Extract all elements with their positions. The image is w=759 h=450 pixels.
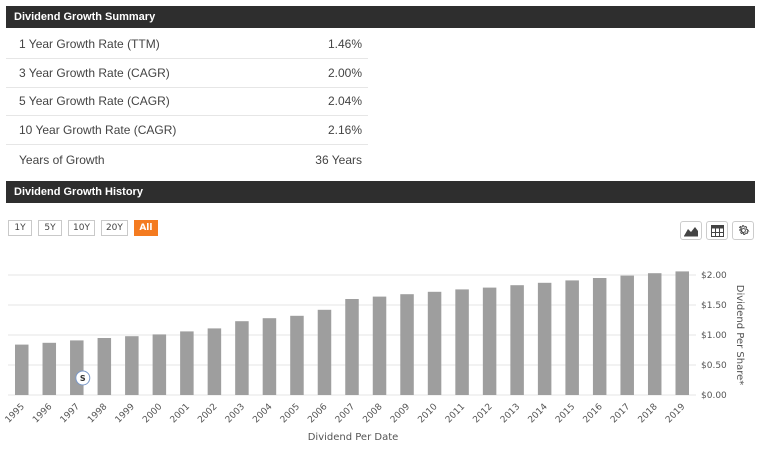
x-tick-label: 2007 — [334, 402, 357, 425]
bar-2004[interactable] — [262, 318, 277, 395]
x-tick-label: 2011 — [444, 402, 467, 425]
x-tick-label: 2016 — [582, 402, 605, 425]
dividend-history-chart: 1995 1996 1997 1998 1999 2000 2001 2002 2003 2004… — [4, 271, 745, 443]
bar-2005[interactable] — [290, 315, 304, 395]
summary-row-label: 3 Year Growth Rate (CAGR) — [19, 65, 170, 80]
table-view-button[interactable] — [706, 221, 728, 240]
summary-row-label: 10 Year Growth Rate (CAGR) — [19, 123, 177, 138]
range-button-20y[interactable]: 20Y — [100, 220, 128, 236]
bar-2000[interactable] — [152, 334, 167, 395]
x-tick-label: 2013 — [499, 402, 522, 425]
bar-2001[interactable] — [180, 331, 194, 395]
bar-2006[interactable] — [317, 309, 332, 395]
bar-1999[interactable] — [125, 336, 139, 395]
summary-row: Years of Growth 36 Years — [6, 145, 368, 174]
bar-2012[interactable] — [482, 287, 497, 395]
y-tick-label: $1.00 — [701, 331, 727, 341]
settings-button[interactable] — [732, 221, 754, 240]
summary-row-value: 2.00% — [327, 65, 362, 80]
range-button-1y[interactable]: 1Y — [8, 220, 32, 236]
y-tick-label: $2.00 — [701, 271, 727, 281]
bar-2010[interactable] — [427, 291, 442, 395]
y-axis-ticks: $0.00 $0.50 $1.00 $1.50 $2.00 — [701, 271, 727, 401]
bar-1997[interactable] — [70, 340, 84, 395]
summary-row-value: 2.16% — [327, 123, 362, 138]
x-axis-title: Dividend Per Date — [308, 432, 399, 443]
x-tick-label: 2012 — [471, 402, 494, 425]
chart-flags: S — [75, 370, 91, 386]
x-tick-label: 2006 — [306, 402, 329, 425]
x-tick-label: 1995 — [4, 402, 27, 425]
summary-row: 5 Year Growth Rate (CAGR) 2.04% — [6, 88, 368, 117]
area-chart-icon — [684, 226, 698, 236]
x-tick-label: 2001 — [169, 402, 192, 425]
y-axis-title: Dividend Per Share* — [734, 285, 745, 386]
gear-icon — [738, 225, 750, 235]
chart-tools — [680, 221, 754, 240]
bar-1998[interactable] — [97, 338, 112, 395]
summary-row-label: 1 Year Growth Rate (TTM) — [19, 36, 160, 51]
split-flag-marker[interactable] — [75, 370, 91, 386]
x-tick-label: 1998 — [86, 402, 109, 425]
summary-row: 3 Year Growth Rate (CAGR) 2.00% — [6, 59, 368, 88]
x-tick-label: 2018 — [637, 402, 660, 425]
summary-row: 1 Year Growth Rate (TTM) 1.46% — [6, 30, 368, 59]
summary-table: 1 Year Growth Rate (TTM) 1.46% 3 Year Gr… — [6, 30, 368, 174]
bar-2018[interactable] — [647, 273, 662, 395]
table-icon — [710, 224, 724, 237]
y-tick-label: $0.00 — [701, 391, 727, 401]
y-tick-label: $1.50 — [701, 301, 727, 311]
dividend-growth-summary-header: Dividend Growth Summary — [6, 6, 755, 28]
summary-row-label: Years of Growth — [19, 152, 105, 167]
bar-2011[interactable] — [455, 289, 469, 395]
x-tick-label: 2002 — [196, 402, 219, 425]
x-tick-label: 2005 — [279, 402, 302, 425]
x-tick-label: 2004 — [251, 402, 274, 425]
range-button-all[interactable]: All — [133, 220, 158, 236]
x-tick-label: 2008 — [361, 402, 384, 425]
summary-row: 10 Year Growth Rate (CAGR) 2.16% — [6, 116, 368, 146]
split-flag-label: S — [80, 374, 86, 383]
x-tick-label: 1997 — [59, 402, 82, 425]
dividend-growth-history-header: Dividend Growth History — [6, 181, 755, 203]
range-button-10y[interactable]: 10Y — [68, 220, 95, 236]
bar-2014[interactable] — [537, 282, 552, 395]
bar-2016[interactable] — [592, 278, 607, 395]
range-selector: 1Y 5Y 10Y 20Y All — [8, 220, 158, 236]
x-tick-label: 2015 — [554, 402, 577, 425]
x-tick-label: 2010 — [416, 402, 439, 425]
bar-1996[interactable] — [42, 342, 57, 395]
summary-row-value: 1.46% — [327, 36, 362, 51]
x-tick-label: 2019 — [664, 402, 687, 425]
bar-2013[interactable] — [510, 285, 524, 395]
range-button-5y[interactable]: 5Y — [38, 220, 62, 236]
bar-2015[interactable] — [565, 280, 579, 395]
summary-row-label: 5 Year Growth Rate (CAGR) — [19, 94, 170, 109]
bar-2002[interactable] — [207, 328, 222, 395]
chart-view-button[interactable] — [680, 221, 702, 240]
x-tick-label: 2009 — [389, 402, 412, 425]
x-tick-label: 2003 — [224, 402, 247, 425]
bar-1995[interactable] — [15, 344, 29, 395]
bar-2017[interactable] — [620, 275, 634, 395]
x-tick-label: 1996 — [31, 402, 54, 425]
bar-2009[interactable] — [400, 294, 414, 395]
y-tick-label: $0.50 — [701, 361, 727, 371]
bar-2008[interactable] — [372, 296, 387, 395]
chart-bars — [15, 271, 689, 395]
x-tick-label: 2014 — [526, 402, 549, 425]
bar-2003[interactable] — [235, 321, 249, 395]
x-tick-label: 1999 — [114, 402, 137, 425]
summary-row-value: 36 Years — [315, 152, 362, 167]
x-axis-ticks: 1995 1996 1997 1998 1999 2000 2001 2002 2003 2004… — [4, 402, 688, 425]
x-tick-label: 2017 — [609, 402, 632, 425]
bar-2019[interactable] — [675, 271, 689, 395]
bar-2007[interactable] — [345, 299, 359, 395]
summary-row-value: 2.04% — [327, 94, 362, 109]
x-tick-label: 2000 — [141, 402, 164, 425]
